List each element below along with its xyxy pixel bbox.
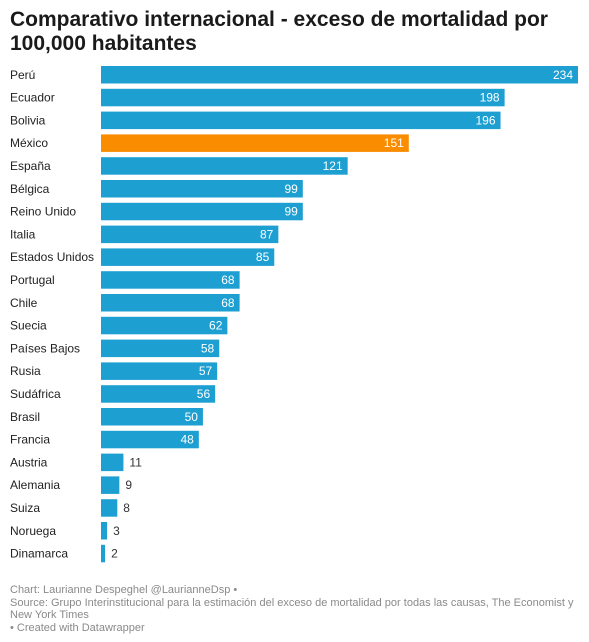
value-label-dinamarca: 2 (111, 547, 118, 561)
value-label-paises-bajos: 58 (201, 341, 215, 355)
bar-francia (101, 430, 199, 449)
value-label-mexico: 151 (384, 136, 404, 150)
created-with-text: • Created with Datawrapper (10, 621, 145, 634)
bar-belgica (101, 180, 303, 198)
category-label-paises-bajos: Países Bajos (10, 341, 80, 355)
value-label-reino-unido: 99 (284, 205, 298, 219)
category-label-austria: Austria (10, 455, 48, 469)
value-label-rusia: 57 (199, 364, 213, 378)
category-label-reino-unido: Reino Unido (10, 205, 76, 219)
value-label-noruega: 3 (113, 524, 120, 538)
value-label-suiza: 8 (123, 501, 130, 515)
category-label-alemania: Alemania (10, 478, 60, 492)
source-text: Source: Grupo Interinstitucional para la… (10, 596, 574, 622)
value-label-peru: 234 (553, 68, 573, 82)
bar-chile (101, 294, 240, 312)
bar-peru (101, 66, 578, 84)
category-label-mexico: México (10, 136, 48, 150)
value-label-estados-unidos: 85 (256, 250, 270, 264)
bar-brasil (101, 408, 203, 426)
bar-paises-bajos (101, 339, 220, 358)
category-label-estados-unidos: Estados Unidos (10, 250, 94, 264)
bar-ecuador (101, 88, 505, 107)
bar-portugal (101, 271, 240, 289)
bar-alemania (101, 476, 120, 494)
bar-suiza (101, 499, 118, 517)
category-label-dinamarca: Dinamarca (10, 547, 68, 561)
value-label-portugal: 68 (221, 273, 235, 287)
category-label-rusia: Rusia (10, 364, 41, 378)
category-label-noruega: Noruega (10, 524, 56, 538)
bar-dinamarca (101, 544, 106, 563)
bar-bolivia (101, 111, 501, 130)
bar-noruega (101, 522, 108, 540)
bar-chart: Perú 234 Ecuador 198 Bolivia 196 México 151 Espa… (10, 66, 578, 563)
credit-text: Chart: Laurianne Despeghel @LaurianneDsp… (10, 584, 238, 596)
category-label-peru: Perú (10, 68, 35, 82)
category-label-suiza: Suiza (10, 501, 40, 515)
bar-reino-unido (101, 202, 303, 221)
bar-suecia (101, 316, 228, 335)
category-label-francia: Francia (10, 433, 50, 447)
bar-sudafrica (101, 385, 216, 403)
category-label-brasil: Brasil (10, 410, 40, 424)
value-label-espana: 121 (323, 159, 343, 173)
value-label-brasil: 50 (185, 410, 199, 424)
category-label-belgica: Bélgica (10, 182, 50, 196)
bar-italia (101, 225, 279, 244)
category-label-portugal: Portugal (10, 273, 55, 287)
value-label-suecia: 62 (209, 319, 223, 333)
bar-mexico (101, 134, 409, 152)
category-label-ecuador: Ecuador (10, 91, 55, 105)
bar-rusia (101, 362, 218, 380)
category-label-bolivia: Bolivia (10, 113, 46, 127)
bar-estados-unidos (101, 248, 275, 266)
value-label-ecuador: 198 (480, 91, 500, 105)
category-label-espana: España (10, 159, 51, 173)
value-label-francia: 48 (180, 433, 194, 447)
category-label-suecia: Suecia (10, 319, 47, 333)
value-label-austria: 11 (129, 455, 142, 469)
bar-espana (101, 157, 348, 175)
chart-title: Comparativo internacional - exceso de mo… (10, 8, 548, 55)
value-label-sudafrica: 56 (197, 387, 211, 401)
bar-austria (101, 453, 124, 472)
value-label-bolivia: 196 (476, 113, 496, 127)
category-label-sudafrica: Sudáfrica (10, 387, 61, 401)
chart-footer: Chart: Laurianne Despeghel @LaurianneDsp… (10, 584, 575, 634)
value-label-italia: 87 (260, 227, 274, 241)
category-label-italia: Italia (10, 227, 36, 241)
value-label-alemania: 9 (125, 478, 132, 492)
value-label-belgica: 99 (284, 182, 298, 196)
category-label-chile: Chile (10, 296, 38, 310)
value-label-chile: 68 (221, 296, 235, 310)
